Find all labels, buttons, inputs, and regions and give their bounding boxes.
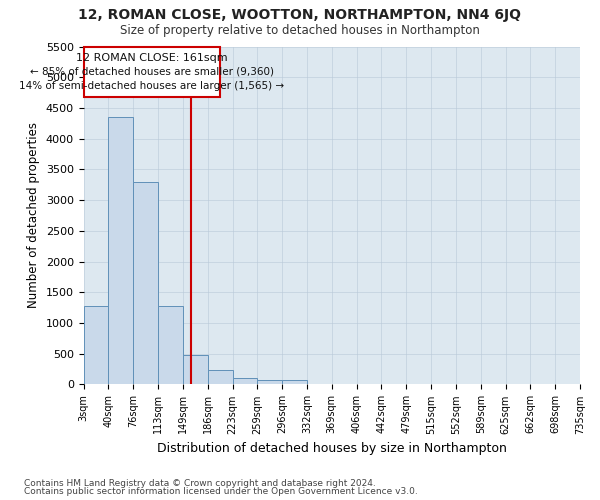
Text: Contains HM Land Registry data © Crown copyright and database right 2024.: Contains HM Land Registry data © Crown c… [24, 478, 376, 488]
Text: 12, ROMAN CLOSE, WOOTTON, NORTHAMPTON, NN4 6JQ: 12, ROMAN CLOSE, WOOTTON, NORTHAMPTON, N… [79, 8, 521, 22]
FancyBboxPatch shape [83, 46, 220, 97]
Bar [208, 370, 233, 384]
Bar [158, 306, 183, 384]
Bar [83, 306, 109, 384]
Bar [133, 182, 158, 384]
Text: Size of property relative to detached houses in Northampton: Size of property relative to detached ho… [120, 24, 480, 37]
Bar [282, 380, 307, 384]
Bar [233, 378, 257, 384]
Bar [183, 355, 208, 384]
Text: 14% of semi-detached houses are larger (1,565) →: 14% of semi-detached houses are larger (… [19, 81, 284, 91]
Text: Contains public sector information licensed under the Open Government Licence v3: Contains public sector information licen… [24, 487, 418, 496]
Bar [257, 380, 282, 384]
Text: 12 ROMAN CLOSE: 161sqm: 12 ROMAN CLOSE: 161sqm [76, 52, 227, 62]
X-axis label: Distribution of detached houses by size in Northampton: Distribution of detached houses by size … [157, 442, 507, 455]
Text: ← 85% of detached houses are smaller (9,360): ← 85% of detached houses are smaller (9,… [30, 66, 274, 76]
Y-axis label: Number of detached properties: Number of detached properties [27, 122, 40, 308]
Bar [109, 117, 133, 384]
